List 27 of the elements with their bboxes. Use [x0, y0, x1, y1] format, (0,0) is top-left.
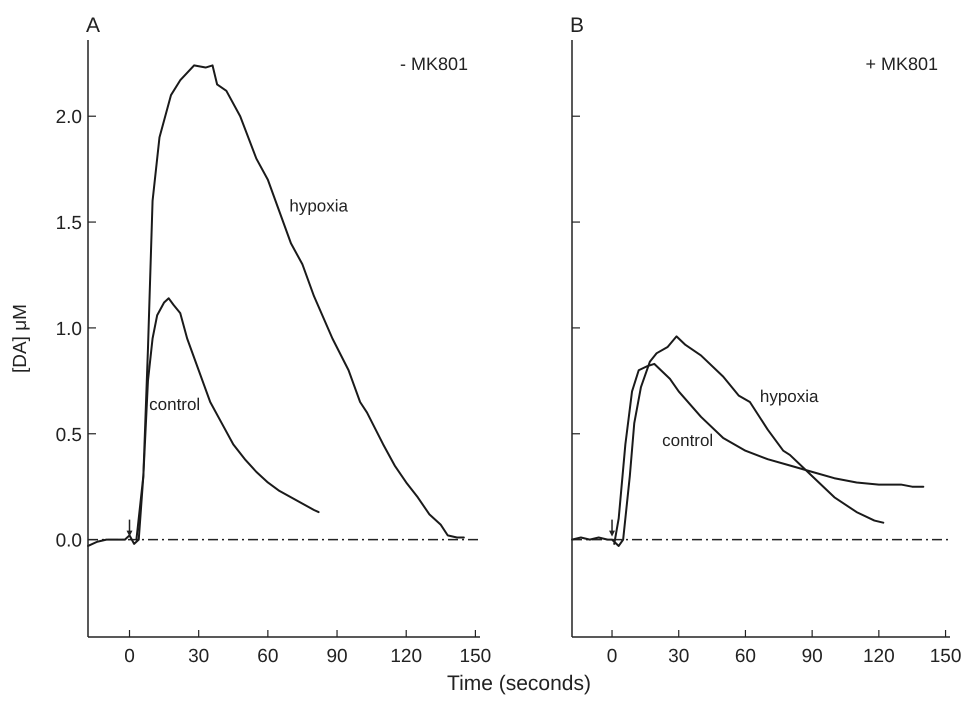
x-tick-label: 0 [124, 646, 135, 667]
x-tick-label: 0 [606, 646, 618, 667]
x-tick-label: 90 [802, 646, 823, 667]
y-tick-label: 0.5 [56, 424, 82, 446]
x-tick-label: 90 [326, 646, 348, 667]
x-tick-label: 30 [668, 646, 690, 667]
x-tick-label: 30 [188, 646, 210, 667]
x-tick-label: 150 [930, 646, 962, 667]
x-axis-title: Time (seconds) [447, 672, 591, 695]
x-tick-label: 120 [862, 646, 895, 667]
series-label: hypoxia [289, 196, 349, 216]
y-tick-label: 0.0 [56, 530, 82, 552]
series-label: hypoxia [760, 387, 820, 406]
chart-title: B [570, 14, 584, 37]
y-tick-label: 1.5 [56, 213, 82, 234]
x-tick-label: 120 [390, 646, 422, 667]
annotation: - MK801 [400, 54, 468, 74]
y-tick-label: 1.0 [56, 318, 82, 340]
x-tick-label: 60 [734, 646, 756, 667]
annotation: + MK801 [865, 54, 938, 74]
y-axis-title: [DA] μM [10, 304, 31, 374]
chart-title: A [86, 14, 100, 37]
series-label: control [149, 395, 200, 414]
x-tick-label: 150 [460, 646, 492, 667]
y-tick-label: 2.0 [56, 107, 82, 128]
series-label: control [662, 431, 714, 450]
x-tick-label: 60 [257, 646, 278, 667]
